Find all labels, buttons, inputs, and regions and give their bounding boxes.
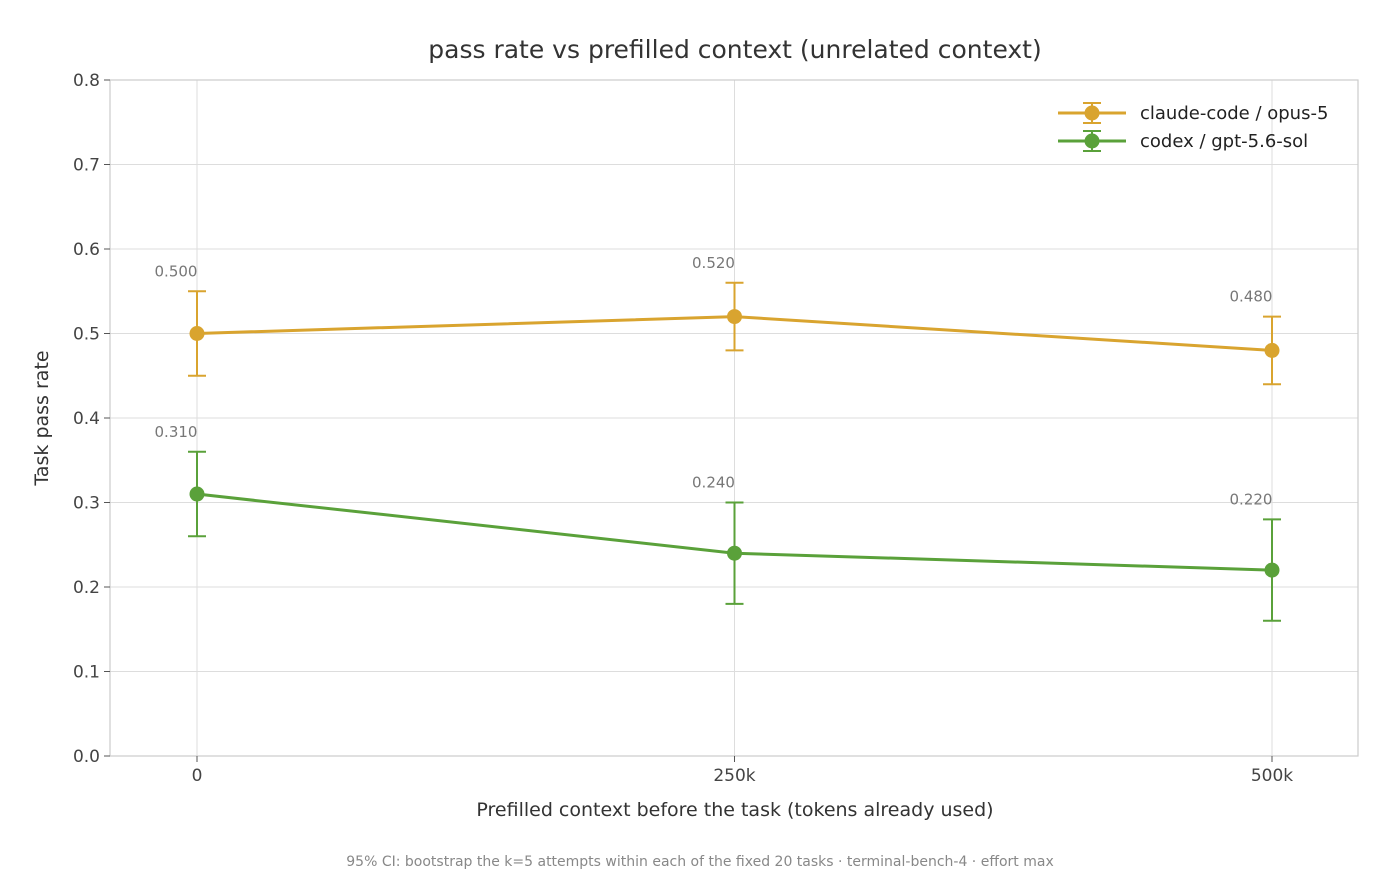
y-tick-label: 0.8	[73, 71, 100, 91]
data-point	[189, 326, 205, 341]
y-tick-label: 0.1	[73, 663, 100, 683]
legend-item-2: codex / gpt-5.6-sol	[1058, 130, 1308, 152]
legend-marker	[1084, 133, 1100, 149]
y-tick-label: 0.7	[73, 156, 100, 176]
data-point	[1264, 562, 1280, 578]
series-2: 0.310 0.240 0.220	[155, 423, 1281, 622]
legend-label: codex / gpt-5.6-sol	[1140, 131, 1308, 152]
legend-marker	[1084, 105, 1100, 121]
y-tick-label: 0.5	[73, 325, 100, 345]
data-label: 0.500	[155, 262, 198, 280]
series-1: 0.500 0.520 0.480	[155, 254, 1281, 386]
y-tick-label: 0.6	[73, 240, 100, 260]
legend-label: claude-code / opus-5	[1140, 103, 1328, 124]
legend-item-1: claude-code / opus-5	[1058, 102, 1328, 124]
y-tick-label: 0.4	[73, 409, 100, 429]
data-label: 0.520	[692, 254, 735, 272]
x-axis-label: Prefilled context before the task (token…	[476, 799, 993, 821]
data-label: 0.240	[692, 474, 735, 492]
chart-title: pass rate vs prefilled context (unrelate…	[428, 35, 1041, 64]
y-axis-ticks: 0.0 0.1 0.2 0.3 0.4 0.5 0.6 0.7 0.8	[73, 71, 110, 767]
legend: claude-code / opus-5 codex / gpt-5.6-sol	[1058, 102, 1328, 152]
y-axis-label: Task pass rate	[31, 350, 53, 486]
series-group: 0.500 0.520 0.480 0.310 0.240 0.220	[155, 254, 1281, 622]
x-axis-ticks: 0 250k 500k	[192, 756, 1293, 786]
data-point	[1264, 342, 1280, 358]
footnote: 95% CI: bootstrap the k=5 attempts withi…	[346, 854, 1053, 870]
data-label: 0.220	[1230, 490, 1273, 508]
y-tick-label: 0.3	[73, 494, 100, 514]
x-tick-label: 500k	[1251, 766, 1293, 786]
data-point	[727, 309, 742, 325]
data-label: 0.480	[1230, 288, 1273, 306]
data-point	[189, 486, 205, 502]
data-point	[727, 545, 742, 561]
y-tick-label: 0.0	[73, 747, 100, 767]
grid	[110, 79, 1358, 757]
data-label: 0.310	[155, 423, 198, 441]
y-tick-label: 0.2	[73, 578, 100, 598]
x-tick-label: 250k	[713, 766, 755, 786]
x-tick-label: 0	[192, 766, 203, 786]
